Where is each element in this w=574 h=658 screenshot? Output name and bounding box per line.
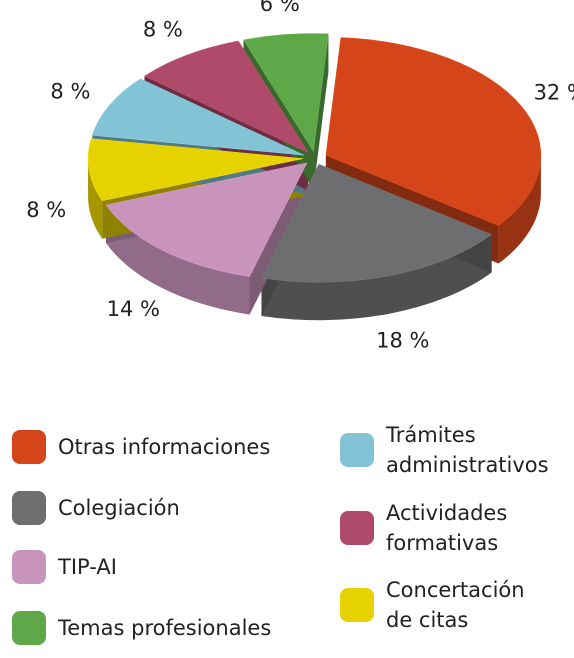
pie-side [261, 234, 492, 321]
data-label: 8 % [143, 18, 183, 42]
data-label: 14 % [107, 297, 160, 321]
pie-slice [87, 138, 304, 202]
pie-slice [325, 37, 542, 226]
pie-slice [105, 162, 308, 277]
legend-label: Concertación de citas [386, 578, 525, 632]
legend-label: Colegiación [58, 496, 180, 520]
legend-swatch [12, 430, 46, 464]
legend-label: Actividades formativas [386, 501, 508, 555]
legend-item: Colegiación [12, 478, 298, 538]
data-label: 8 % [50, 80, 90, 104]
pie-slice [143, 40, 309, 154]
legend-swatch [12, 550, 46, 584]
legend-swatch [340, 433, 374, 467]
data-label: 6 % [260, 0, 300, 16]
pie-side [106, 204, 250, 315]
data-label: 18 % [376, 329, 429, 353]
legend-item: Otras informaciones [12, 417, 298, 477]
chart: 32 % 18 % 14 % 8 % 8 % 8 % 6 % [26, 0, 574, 353]
legend-label: TIP-AI [58, 555, 117, 579]
legend-swatch [340, 511, 374, 545]
pie-slice [243, 33, 329, 153]
legend-swatch [340, 588, 374, 622]
data-label: 8 % [26, 198, 66, 222]
legend-swatch [12, 611, 46, 645]
pie-side [88, 158, 103, 239]
legend-item: Concertación de citas [340, 575, 536, 635]
legend-label: Temas profesionales [58, 616, 272, 640]
legend-label: Trámites administrativos [386, 423, 549, 477]
pie-tops [87, 33, 542, 283]
pie-side [313, 33, 329, 190]
legend-swatch [12, 491, 46, 525]
legend-item: TIP-AI [12, 537, 298, 597]
legend-item: Temas profesionales [12, 598, 298, 658]
legend-label: Otras informaciones [58, 435, 271, 459]
legend-item: Actividades formativas [340, 498, 536, 558]
legend-item: Trámites administrativos [340, 420, 549, 480]
pie-slice [91, 78, 305, 156]
pie-side [498, 155, 541, 264]
data-label: 32 % [534, 81, 574, 105]
pie-slice [261, 163, 493, 283]
